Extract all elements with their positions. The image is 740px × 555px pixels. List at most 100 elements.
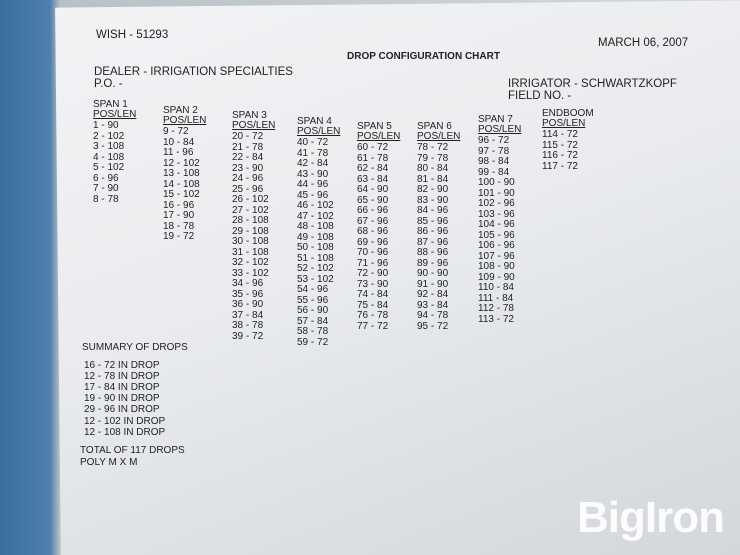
span-row: 94 - 78 — [417, 310, 449, 321]
span-row: 32 - 102 — [232, 257, 269, 268]
span-row: 109 - 90 — [478, 271, 515, 283]
span-row: 86 - 96 — [417, 226, 449, 237]
span-row: 17 - 90 — [163, 210, 195, 221]
span-row: 62 - 84 — [357, 163, 389, 174]
span-row: 34 - 96 — [232, 278, 264, 289]
span-row: 80 - 84 — [417, 163, 449, 174]
summary-row: 16 - 72 IN DROP — [84, 360, 160, 371]
span-row: 31 - 108 — [232, 246, 269, 258]
span-row: 67 - 96 — [357, 215, 389, 227]
span-title: ENDBOOM — [542, 108, 594, 119]
span-row: 99 - 84 — [478, 166, 510, 178]
span-header: POS/LEN — [297, 126, 341, 137]
span-row: 84 - 96 — [417, 205, 449, 216]
span-header: POS/LEN — [93, 109, 137, 120]
span-row: 72 - 90 — [357, 268, 389, 279]
date: MARCH 06, 2007 — [598, 37, 689, 49]
span-row: 54 - 96 — [297, 284, 329, 295]
span-row: 23 - 90 — [232, 162, 264, 174]
summary-poly: POLY M X M — [80, 457, 138, 468]
span-header: POS/LEN — [417, 131, 461, 142]
span-title: SPAN 5 — [357, 121, 392, 132]
span-row: 9 - 72 — [163, 126, 189, 137]
span-row: 79 - 78 — [417, 152, 449, 164]
span-row: 25 - 96 — [232, 183, 264, 195]
span-row: 112 - 78 — [478, 303, 514, 314]
span-row: 6 - 96 — [93, 172, 119, 184]
span-row: 8 - 78 — [93, 193, 119, 205]
span-title: SPAN 1 — [93, 99, 128, 110]
span-row: 81 - 84 — [417, 173, 449, 185]
span-row: 15 - 102 — [163, 189, 200, 200]
span-row: 78 - 72 — [417, 142, 449, 153]
span-row: 88 - 96 — [417, 247, 449, 258]
span-row: 63 - 84 — [357, 173, 389, 185]
span-row: 45 - 96 — [297, 189, 329, 201]
span-row: 16 - 96 — [163, 199, 195, 211]
span-row: 27 - 102 — [232, 204, 269, 216]
summary-row: 12 - 78 IN DROP — [84, 371, 160, 383]
span-row: 82 - 90 — [417, 184, 449, 195]
span-row: 98 - 84 — [478, 156, 510, 167]
span-row: 39 - 72 — [232, 330, 264, 342]
span-header: POS/LEN — [232, 120, 276, 131]
span-row: 60 - 72 — [357, 142, 389, 153]
summary-row: 19 - 90 IN DROP — [84, 393, 160, 405]
span-row: 77 - 72 — [357, 320, 389, 332]
span-row: 18 - 78 — [163, 220, 195, 232]
span-row: 1 - 90 — [93, 120, 119, 131]
span-header: POS/LEN — [357, 131, 401, 142]
span-row: 55 - 96 — [297, 294, 329, 306]
span-row: 41 - 78 — [297, 147, 329, 159]
span-row: 117 - 72 — [542, 160, 578, 172]
span-row: 96 - 72 — [478, 135, 510, 146]
span-row: 108 - 90 — [478, 261, 515, 272]
span-row: 47 - 102 — [297, 210, 334, 222]
span-row: 107 - 96 — [478, 250, 515, 262]
span-row: 65 - 90 — [357, 194, 389, 206]
span-row: 5 - 102 — [93, 162, 125, 173]
summary-row: 12 - 108 IN DROP — [84, 426, 166, 438]
irrigator: IRRIGATOR - SCHWARTZKOPF — [508, 78, 677, 90]
span-row: 66 - 96 — [357, 205, 389, 216]
span-row: 29 - 108 — [232, 225, 269, 237]
span-row: 20 - 72 — [232, 131, 264, 142]
summary-title: SUMMARY OF DROPS — [82, 342, 188, 353]
span-row: 92 - 84 — [417, 289, 449, 300]
span-row: 116 - 72 — [542, 150, 578, 161]
span-row: 95 - 72 — [417, 320, 449, 332]
span-header: POS/LEN — [478, 124, 522, 135]
span-row: 19 - 72 — [163, 231, 195, 242]
span-row: 83 - 90 — [417, 194, 449, 206]
span-row: 74 - 84 — [357, 289, 389, 300]
span-header: POS/LEN — [542, 118, 586, 129]
summary-row: 12 - 102 IN DROP — [84, 415, 166, 427]
span-row: 35 - 96 — [232, 288, 264, 300]
span-row: 68 - 96 — [357, 226, 389, 237]
span-row: 90 - 90 — [417, 268, 449, 279]
span-row: 4 - 108 — [93, 151, 125, 163]
span-row: 13 - 108 — [163, 168, 200, 179]
span-row: 52 - 102 — [297, 263, 334, 274]
summary-row: 17 - 84 IN DROP — [84, 382, 160, 394]
span-row: 115 - 72 — [542, 139, 578, 151]
span-title: SPAN 6 — [417, 121, 452, 132]
span-row: 28 - 108 — [232, 215, 269, 226]
span-row: 50 - 108 — [297, 242, 334, 253]
span-row: 36 - 90 — [232, 299, 264, 310]
span-row: 22 - 84 — [232, 152, 264, 163]
span-row: 30 - 108 — [232, 236, 269, 247]
span-row: 113 - 72 — [478, 313, 514, 325]
span-row: 70 - 96 — [357, 247, 389, 258]
span-row: 43 - 90 — [297, 168, 329, 180]
span-row: 104 - 96 — [478, 219, 515, 230]
span-row: 69 - 96 — [357, 236, 389, 248]
span-row: 110 - 84 — [478, 282, 514, 293]
span-row: 12 - 102 — [163, 157, 200, 169]
span-row: 64 - 90 — [357, 184, 389, 195]
span-title: SPAN 4 — [297, 116, 332, 127]
span-row: 42 - 84 — [297, 158, 329, 169]
span-row: 57 - 84 — [297, 315, 329, 327]
po: P.O. - — [94, 78, 123, 90]
